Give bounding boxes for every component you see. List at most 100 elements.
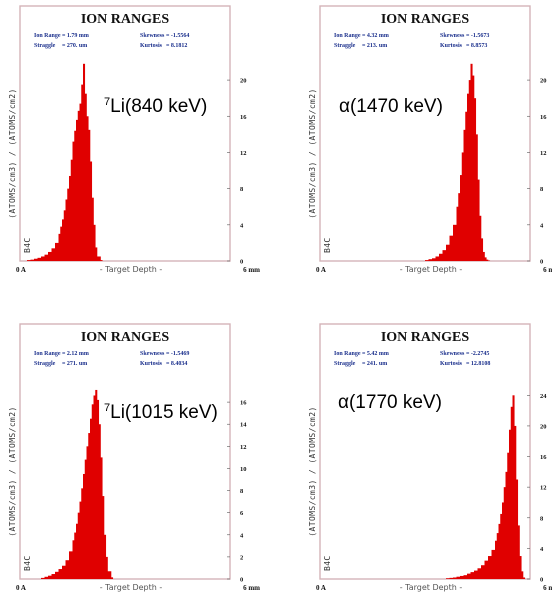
histogram-bar	[86, 116, 89, 261]
x-start-label: 0 A	[16, 266, 26, 274]
stat-value: = 270. um	[62, 43, 87, 49]
histogram-bar	[509, 429, 512, 579]
histogram-bar	[453, 577, 457, 579]
histogram-bar	[51, 248, 56, 261]
histogram-bar	[91, 404, 94, 579]
stat-value: = 213. um	[362, 43, 387, 49]
histogram-bar	[97, 256, 101, 261]
y-tick-label: 8	[540, 515, 544, 522]
histogram-bar	[79, 501, 82, 579]
isotope-mass-number: 7	[104, 96, 110, 108]
ion-range-chart-2: ION RANGES Ion Range = 4.32 mm Skewness = -1…	[308, 5, 552, 274]
histogram-bar	[74, 130, 77, 261]
histogram-bar	[84, 459, 87, 579]
stat-label: Kurtosis	[140, 361, 163, 367]
histogram-bar	[100, 260, 103, 261]
histogram-bar	[514, 425, 517, 579]
histogram-bar	[60, 226, 63, 261]
histogram-bar	[498, 523, 501, 579]
histogram-bar	[432, 258, 436, 261]
x-axis-label: - Target Depth -	[400, 265, 463, 274]
histogram-bar	[517, 525, 520, 579]
histogram-bar	[486, 259, 489, 261]
chart-frame	[319, 323, 531, 580]
y-tick-label: 8	[240, 488, 244, 495]
chart-panel-li-840: ION RANGES Ion Range = 1.79 mm Skewness = -1…	[8, 4, 274, 274]
x-axis-label: - Target Depth -	[400, 583, 463, 592]
ion-range-chart-1: ION RANGES Ion Range = 1.79 mm Skewness = -1…	[8, 5, 260, 274]
histogram-bar	[27, 260, 31, 261]
histogram-bar	[111, 577, 114, 579]
target-material-label: B4C	[323, 237, 332, 253]
stat-label: Ion Range	[34, 33, 61, 39]
y-axis-label: (ATOMS/cm3) / (ATOMS/cm2)	[8, 406, 17, 536]
y-tick-label: 20	[540, 423, 547, 430]
y-axis-label: (ATOMS/cm3) / (ATOMS/cm2)	[8, 88, 17, 218]
histogram-bar	[507, 452, 510, 579]
y-tick-label: 12	[240, 150, 247, 157]
y-tick-label: 6	[240, 510, 244, 517]
histogram-bar	[84, 93, 87, 261]
ion-energy-text: Li(1015 keV)	[110, 402, 218, 423]
chart-frame	[19, 323, 231, 580]
histogram-bar	[65, 560, 70, 579]
histogram-bar	[428, 259, 433, 261]
histogram-bar	[70, 159, 73, 261]
stat-value: = 5.42 mm	[362, 351, 389, 357]
histogram-bar	[55, 242, 59, 261]
histogram-bar	[449, 235, 454, 261]
ion-range-chart-3: ION RANGES Ion Range = 2.12 mm Skewness = -1…	[8, 323, 260, 592]
histogram-bar	[488, 556, 492, 579]
x-start-label: 0 A	[316, 266, 326, 274]
y-tick-label: 16	[540, 454, 547, 461]
histogram-bar	[468, 80, 471, 261]
histogram-bar	[93, 224, 96, 261]
histogram-bar	[81, 84, 84, 261]
histogram-bar	[107, 571, 112, 579]
x-end-label: 6 mm	[543, 266, 552, 274]
x-start-label: 0 A	[316, 584, 326, 592]
x-axis-label: - Target Depth -	[100, 583, 163, 592]
y-axis-label: (ATOMS/cm3) / (ATOMS/cm2)	[308, 88, 317, 218]
histogram-bar	[76, 119, 79, 262]
histogram-bar	[523, 577, 526, 579]
histogram-bar	[77, 512, 80, 579]
y-tick-label: 4	[240, 532, 244, 539]
histogram-bar	[41, 256, 45, 261]
y-tick-label: 16	[240, 400, 247, 407]
ion-energy-annotation: 7Li(1015 keV)	[104, 402, 218, 423]
y-tick-label: 20	[540, 78, 547, 85]
stat-value: = 2.12 mm	[62, 351, 89, 357]
histogram-bar	[91, 197, 94, 261]
histogram-bar	[48, 251, 52, 261]
chart-title: ION RANGES	[381, 330, 470, 345]
histogram-bar	[63, 210, 66, 261]
ion-energy-annotation: 7Li(840 keV)	[104, 96, 207, 117]
ion-range-chart-4: ION RANGES Ion Range = 5.42 mm Skewness = -2…	[308, 323, 552, 592]
histogram-bar	[30, 259, 35, 261]
histogram-bar	[446, 578, 450, 579]
histogram-bar	[512, 395, 515, 579]
histogram-bar	[456, 576, 461, 579]
histogram-bar	[472, 75, 475, 262]
histogram-bar	[65, 199, 68, 261]
histogram-bar	[502, 502, 505, 579]
histogram-bar	[470, 572, 475, 579]
histogram-bar	[95, 389, 98, 579]
y-axis-label: (ATOMS/cm3) / (ATOMS/cm2)	[308, 406, 317, 536]
stat-label: Skewness	[440, 351, 465, 357]
histogram-bar	[449, 577, 454, 579]
stat-label: Straggle	[334, 43, 356, 49]
histogram-bar	[62, 565, 66, 579]
ion-energy-annotation: α(1770 keV)	[338, 392, 442, 413]
histogram-bar	[475, 134, 478, 261]
stat-label: Ion Range	[34, 351, 61, 357]
stat-label: Kurtosis	[140, 43, 163, 49]
histogram-bar	[484, 560, 489, 579]
histogram-bar	[456, 206, 459, 261]
chart-title: ION RANGES	[381, 12, 470, 27]
histogram-bar	[83, 473, 86, 579]
histogram-bar	[446, 244, 450, 261]
histogram-bar	[51, 574, 56, 579]
histogram-bar	[72, 141, 75, 261]
